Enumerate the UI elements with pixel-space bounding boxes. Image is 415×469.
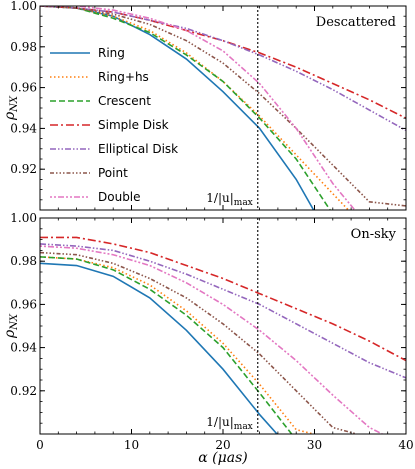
plot-frame bbox=[39, 5, 407, 211]
x-axis-label: α (μas) bbox=[198, 450, 247, 466]
on-sky-panel: 1/|u|max 0 10 20 30 40 0.92 0.94 0.96 0.98 1.00 ρNX… bbox=[2, 211, 414, 452]
y-tick-label: 0.94 bbox=[10, 121, 37, 135]
y-tick-label: 0.92 bbox=[10, 162, 37, 176]
y-tick-label: 0.96 bbox=[10, 297, 37, 311]
y-tick-label: 0.98 bbox=[10, 254, 37, 268]
legend-label: Point bbox=[98, 166, 128, 180]
x-tick-label: 0 bbox=[36, 438, 44, 452]
series-line-double bbox=[40, 6, 356, 210]
series-line-ring-hs bbox=[40, 256, 314, 434]
panel-label: Descattered bbox=[316, 15, 396, 30]
legend-label: Ring bbox=[98, 46, 125, 60]
legend-label: Crescent bbox=[98, 94, 151, 108]
series-line-crescent bbox=[40, 256, 293, 434]
x-tick-label: 40 bbox=[398, 438, 413, 452]
panel-label: On-sky bbox=[351, 227, 397, 242]
x-tick-label: 30 bbox=[307, 438, 322, 452]
series-line-double bbox=[40, 245, 383, 434]
series-line-simple-disk bbox=[40, 236, 406, 362]
x-tick-label: 20 bbox=[215, 438, 230, 452]
series-line-ring-hs bbox=[40, 6, 349, 210]
series-line-ring bbox=[40, 262, 278, 434]
y-tick-label: 0.96 bbox=[10, 81, 37, 95]
y-axis-label: ρNX bbox=[2, 95, 20, 121]
legend-label: Simple Disk bbox=[98, 118, 169, 132]
reference-vline-label: 1/|u|max bbox=[206, 191, 252, 208]
series-line-elliptical-disk bbox=[40, 243, 406, 379]
y-tick-label: 1.00 bbox=[10, 211, 37, 225]
descattered-panel: 1/|u|max 0.92 0.94 0.96 0.98 1.00 ρNX Descatter… bbox=[2, 0, 407, 211]
series-lines bbox=[40, 236, 406, 434]
y-tick-label: 0.98 bbox=[10, 40, 37, 54]
reference-vline-label: 1/|u|max bbox=[206, 415, 252, 432]
plot-frame bbox=[39, 217, 407, 435]
y-tick-label: 0.92 bbox=[10, 384, 37, 398]
y-tick-label: 0.94 bbox=[10, 341, 37, 355]
y-axis-label: ρNX bbox=[2, 313, 20, 339]
series-lines bbox=[40, 6, 406, 210]
series-line-crescent bbox=[40, 6, 331, 210]
series-line-ring bbox=[40, 6, 315, 210]
y-tick-label: 1.00 bbox=[10, 0, 37, 13]
legend-label: Elliptical Disk bbox=[98, 142, 178, 156]
series-line-elliptical-disk bbox=[40, 6, 406, 132]
legend-label: Ring+hs bbox=[98, 70, 149, 84]
x-tick-label: 10 bbox=[124, 438, 139, 452]
legend: Ring Ring+hs Crescent Simple Disk Elliptical… bbox=[50, 46, 178, 204]
series-line-point bbox=[40, 6, 406, 207]
legend-label: Double bbox=[98, 190, 141, 204]
